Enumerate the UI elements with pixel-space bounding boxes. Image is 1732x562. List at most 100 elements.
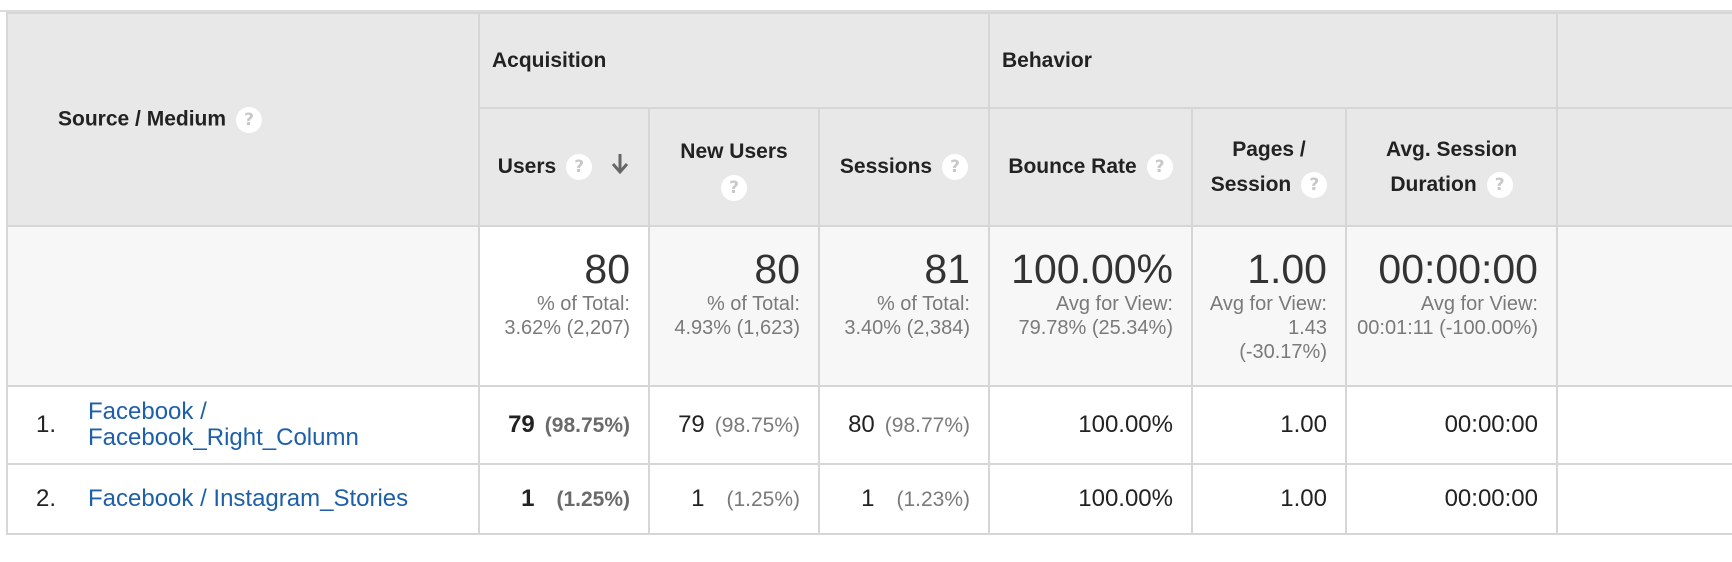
row-avg-duration-value: 00:00:00	[1444, 485, 1538, 512]
row-avg-duration-value: 00:00:00	[1444, 411, 1538, 438]
source-medium-link[interactable]: Facebook / Instagram_Stories	[88, 485, 409, 513]
row-new-users-pct: (1.25%)	[726, 488, 800, 511]
totals-new-users: 80 % of Total: 4.93% (1,623)	[648, 225, 820, 387]
row-sessions-value: 80	[848, 411, 875, 438]
help-circle-icon[interactable]: ?	[566, 154, 593, 180]
group-behavior: Behavior	[988, 12, 1558, 109]
help-circle-icon[interactable]: ?	[721, 174, 747, 201]
row-avg-duration: 00:00:00	[1345, 385, 1558, 465]
group-conversions	[1556, 12, 1732, 109]
totals-pages-session-change: (-30.17%)	[1239, 341, 1327, 363]
totals-users-value: 80	[584, 246, 630, 292]
row-users-value: 1	[521, 485, 535, 512]
totals-pages-session: 1.00 Avg for View: 1.43 (-30.17%)	[1191, 225, 1347, 387]
row-users: 1 (1.25%)	[478, 463, 650, 535]
row-source-cell: 2. Facebook / Instagram_Stories	[6, 463, 480, 535]
table-row: 1. Facebook / Facebook_Right_Column 79 (98.…	[6, 385, 1732, 465]
row-cut-off	[1556, 463, 1732, 535]
row-bounce-rate-value: 100.00%	[1078, 485, 1173, 512]
source-medium-link[interactable]: Facebook / Facebook_Right_Column	[88, 399, 359, 451]
arrow-down-icon[interactable]	[610, 152, 630, 182]
row-pages-session-value: 1.00	[1280, 411, 1327, 438]
col-users[interactable]: Users?	[478, 107, 650, 227]
totals-new-users-caption: % of Total:	[706, 293, 800, 315]
col-sessions[interactable]: Sessions?	[818, 107, 990, 227]
help-circle-icon[interactable]: ?	[236, 106, 263, 133]
col-bounce-rate-label: Bounce Rate	[1008, 155, 1137, 178]
totals-users: 80 % of Total: 3.62% (2,207)	[478, 225, 650, 387]
top-divider	[0, 10, 1732, 12]
row-index: 2.	[36, 485, 57, 513]
row-bounce-rate: 100.00%	[988, 385, 1193, 465]
totals-new-users-value: 80	[754, 246, 800, 292]
totals-label-cell	[6, 225, 480, 387]
dimension-header-label: Source / Medium	[58, 107, 227, 131]
row-sessions: 1 (1.23%)	[818, 463, 990, 535]
row-users-pct: (1.25%)	[556, 488, 630, 511]
row-pages-session: 1.00	[1191, 385, 1347, 465]
row-bounce-rate: 100.00%	[988, 463, 1193, 535]
help-circle-icon[interactable]: ?	[1486, 172, 1513, 199]
help-circle-icon[interactable]: ?	[942, 154, 969, 180]
row-pages-session: 1.00	[1191, 463, 1347, 535]
col-new-users[interactable]: New Users ?	[648, 107, 820, 227]
totals-pages-session-value: 1.00	[1247, 246, 1327, 292]
row-sessions: 80 (98.77%)	[818, 385, 990, 465]
col-avg-duration-label-2: Duration	[1390, 173, 1477, 196]
row-source-cell: 1. Facebook / Facebook_Right_Column	[6, 385, 480, 465]
totals-pages-session-caption: Avg for View:	[1209, 293, 1327, 315]
row-new-users-value: 1	[691, 485, 705, 512]
row-new-users-pct: (98.75%)	[714, 414, 800, 437]
totals-pages-session-detail: 1.43	[1288, 317, 1327, 339]
totals-bounce-rate-caption: Avg for View:	[1055, 293, 1173, 315]
col-bounce-rate[interactable]: Bounce Rate?	[988, 107, 1193, 227]
col-users-label: Users	[497, 155, 557, 178]
report-table: Source / Medium? Acquisition Behavior Us…	[6, 12, 1732, 535]
row-users-pct: (98.75%)	[544, 414, 630, 437]
row-new-users: 1 (1.25%)	[648, 463, 820, 535]
col-avg-session-duration[interactable]: Avg. Session Duration?	[1345, 107, 1558, 227]
col-pages-session[interactable]: Pages / Session?	[1191, 107, 1347, 227]
totals-avg-duration-detail: 00:01:11 (-100.00%)	[1357, 317, 1538, 339]
totals-avg-duration-caption: Avg for View:	[1420, 293, 1538, 315]
help-circle-icon[interactable]: ?	[1301, 172, 1328, 199]
row-bounce-rate-value: 100.00%	[1078, 411, 1173, 438]
totals-bounce-rate-detail: 79.78% (25.34%)	[1018, 317, 1173, 339]
totals-sessions-value: 81	[924, 246, 970, 292]
col-sessions-label: Sessions	[839, 155, 933, 178]
row-sessions-pct: (1.23%)	[896, 488, 970, 511]
col-avg-duration-label-1: Avg. Session	[1385, 138, 1518, 161]
dimension-header[interactable]: Source / Medium?	[6, 12, 480, 227]
table-row: 2. Facebook / Instagram_Stories 1 (1.25%) …	[6, 463, 1732, 535]
group-acquisition: Acquisition	[478, 12, 990, 109]
totals-sessions-detail: 3.40% (2,384)	[844, 317, 970, 339]
row-new-users: 79 (98.75%)	[648, 385, 820, 465]
totals-users-detail: 3.62% (2,207)	[504, 317, 630, 339]
row-sessions-pct: (98.77%)	[884, 414, 970, 437]
row-index: 1.	[36, 411, 57, 438]
totals-avg-duration-value: 00:00:00	[1378, 246, 1538, 292]
row-avg-duration: 00:00:00	[1345, 463, 1558, 535]
totals-avg-duration: 00:00:00 Avg for View: 00:01:11 (-100.00…	[1345, 225, 1558, 387]
row-pages-session-value: 1.00	[1280, 485, 1327, 512]
col-cut-off	[1556, 107, 1732, 227]
totals-sessions: 81 % of Total: 3.40% (2,384)	[818, 225, 990, 387]
row-users: 79 (98.75%)	[478, 385, 650, 465]
row-sessions-value: 1	[861, 485, 875, 512]
col-pages-session-label-1: Pages /	[1232, 138, 1306, 161]
totals-row: 80 % of Total: 3.62% (2,207) 80 % of Tot…	[6, 225, 1732, 387]
totals-sessions-caption: % of Total:	[876, 293, 970, 315]
row-cut-off	[1556, 385, 1732, 465]
row-new-users-value: 79	[678, 411, 705, 438]
source-medium-link-line2: Facebook_Right_Column	[88, 424, 359, 451]
group-header-row: Source / Medium? Acquisition Behavior	[6, 12, 1732, 227]
column-header-row: Users? New Users ? Sessions? Bounce Rate…	[7, 107, 1732, 227]
totals-cut-off	[1556, 225, 1732, 387]
col-new-users-label: New Users	[680, 139, 788, 163]
group-acquisition-label: Acquisition	[492, 48, 607, 72]
source-medium-link-line1: Facebook /	[88, 398, 207, 425]
help-circle-icon[interactable]: ?	[1146, 154, 1173, 180]
col-pages-session-label-2: Session	[1210, 173, 1292, 196]
totals-users-caption: % of Total:	[536, 293, 630, 315]
group-behavior-label: Behavior	[1002, 48, 1092, 72]
